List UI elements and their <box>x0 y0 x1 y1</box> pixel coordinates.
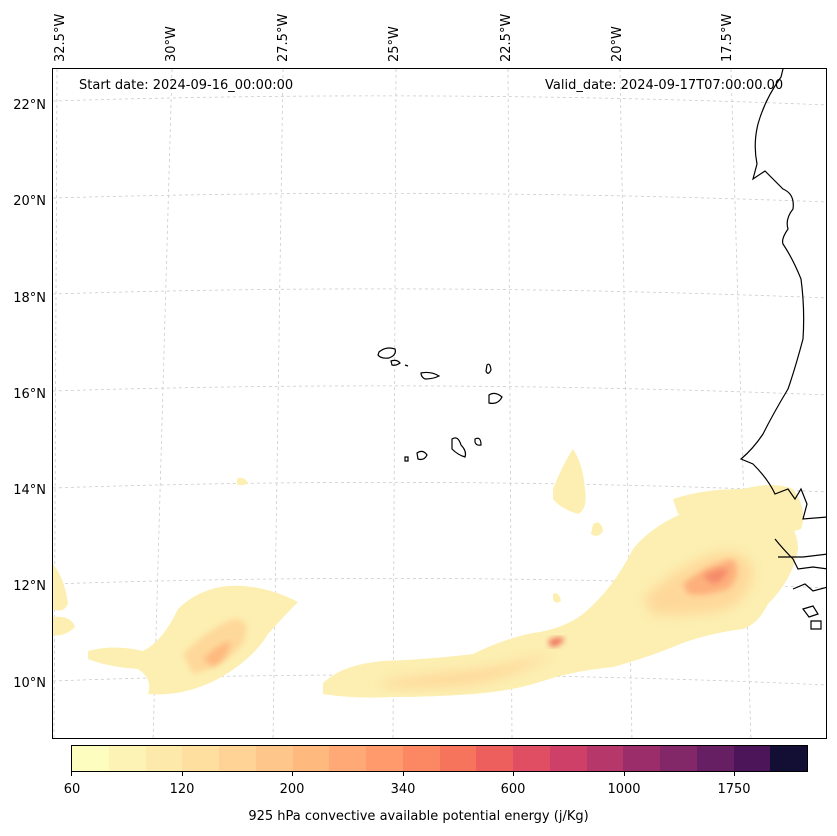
cape-region-plume-2 <box>591 522 603 536</box>
cape-region-edge-left-2 <box>53 616 75 636</box>
colorbar-segment-18 <box>733 746 771 771</box>
colorbar-tick-label-200: 200 <box>279 782 305 797</box>
gambia-channel <box>778 553 826 558</box>
latitude-label-10: 10°N <box>13 676 46 691</box>
island-sao-nicolau <box>420 371 441 380</box>
colorbar-tick <box>403 772 404 776</box>
start-date-label: Start date: 2024-09-16_00:00:00 <box>79 78 294 93</box>
latitude-label-12: 12°N <box>13 579 46 594</box>
colorbar-tick <box>624 772 625 776</box>
colorbar-segment-16 <box>660 746 697 771</box>
african-coastline <box>739 69 826 520</box>
colorbar-segment-13 <box>549 746 587 771</box>
island-fogo <box>416 450 428 461</box>
colorbar-segment-10 <box>439 746 477 771</box>
senegal-coast-2 <box>774 538 826 570</box>
latitude-label-22: 22°N <box>13 98 46 113</box>
bijagos-islands <box>802 605 822 630</box>
longitude-label-27-5: 27.5°W <box>276 13 291 62</box>
colorbar-segment-12 <box>513 746 550 771</box>
cape-region-small-2 <box>553 593 561 603</box>
island-sao-vicente <box>390 359 401 366</box>
cape-region-plume <box>553 449 586 514</box>
colorbar-title: 925 hPa convective available potential e… <box>248 809 589 824</box>
colorbar-segment-6 <box>292 746 330 771</box>
cape-region-central-mid <box>383 654 553 688</box>
cape-region-edge-left <box>53 564 68 611</box>
colorbar-tick-label-340: 340 <box>390 782 416 797</box>
colorbar-tick-label-60: 60 <box>63 782 81 797</box>
colorbar-segment-14 <box>586 746 624 771</box>
cape-region-west-core <box>183 618 247 674</box>
colorbar-tick <box>292 772 293 776</box>
island-brava <box>404 456 409 462</box>
map-canvas <box>53 69 826 738</box>
cape-region-west <box>88 585 298 695</box>
colorbar-segment-7 <box>329 746 366 771</box>
colorbar-segment-11 <box>476 746 513 771</box>
longitude-label-22-5: 22.5°W <box>499 13 514 62</box>
latitude-label-20: 20°N <box>13 194 46 209</box>
island-santiago <box>451 437 467 458</box>
cape-field <box>53 449 804 698</box>
colorbar <box>71 745 808 772</box>
colorbar-tick-label-600: 600 <box>500 782 526 797</box>
colorbar-segment-9 <box>402 746 440 771</box>
latitude-label-14: 14°N <box>13 483 46 498</box>
island-boa-vista <box>488 392 503 404</box>
colorbar-tick <box>182 772 183 776</box>
colorbar-tick-label-1000: 1000 <box>607 782 641 797</box>
latitude-label-16: 16°N <box>13 387 46 402</box>
colorbar-segment-8 <box>366 746 403 771</box>
colorbar-segment-4 <box>219 746 256 771</box>
colorbar-segment-1 <box>108 746 146 771</box>
colorbar-tick <box>734 772 735 776</box>
cape-region-ne <box>673 485 804 534</box>
guinea-bissau-coast <box>792 583 826 592</box>
colorbar-tick <box>71 772 72 776</box>
colorbar-tick-label-120: 120 <box>169 782 195 797</box>
colorbar-segment-17 <box>696 746 734 771</box>
colorbar-segment-3 <box>182 746 219 771</box>
longitude-label-30: 30°W <box>164 26 179 62</box>
colorbar-segment-5 <box>255 746 293 771</box>
island-sal <box>485 363 492 374</box>
island-maio <box>474 437 482 446</box>
cape-region-hotspot <box>548 637 565 647</box>
island-santa-luzia <box>404 364 409 367</box>
latitude-label-18: 18°N <box>13 291 46 306</box>
cape-region-small-1 <box>237 477 248 486</box>
map-panel[interactable] <box>52 68 827 739</box>
cape-region-central <box>323 501 798 698</box>
coastline <box>377 69 826 630</box>
longitude-label-20: 20°W <box>610 26 625 62</box>
island-santo-antao <box>377 347 396 359</box>
colorbar-segment-0 <box>72 746 109 771</box>
longitude-label-32-5: 32.5°W <box>53 13 68 62</box>
colorbar-tick-label-1750: 1750 <box>717 782 751 797</box>
cape-region-east-peak <box>703 568 728 584</box>
colorbar-tick <box>513 772 514 776</box>
valid-date-label: Valid_date: 2024-09-17T07:00:00.00 <box>545 78 784 93</box>
colorbar-segment-15 <box>623 746 660 771</box>
longitude-label-17-5: 17.5°W <box>720 13 735 62</box>
colorbar-segment-19 <box>770 746 807 771</box>
cape-region-west-peak <box>203 641 231 667</box>
longitude-label-25: 25°W <box>387 26 402 62</box>
colorbar-segment-2 <box>145 746 183 771</box>
